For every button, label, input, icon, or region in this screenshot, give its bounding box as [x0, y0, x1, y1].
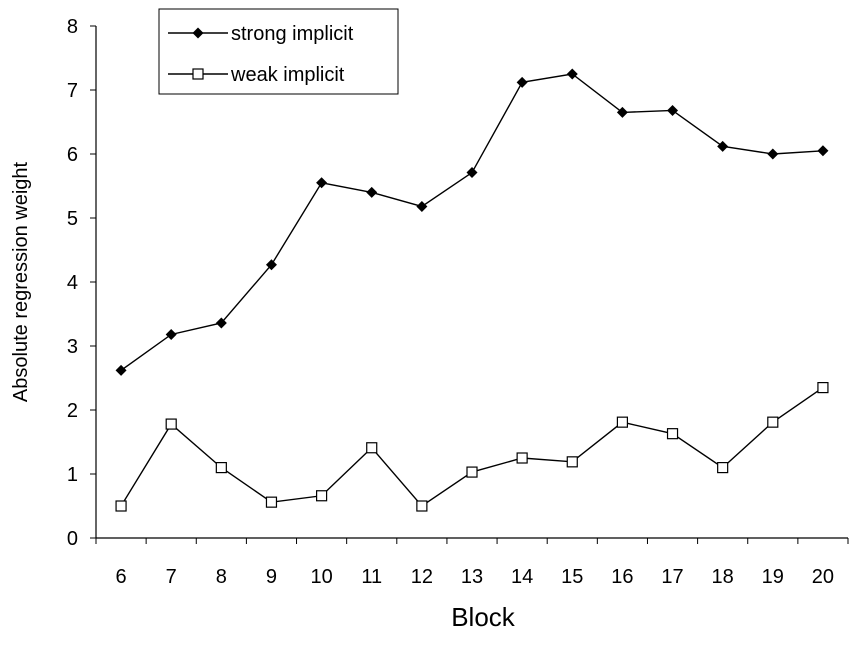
data-point	[265, 259, 277, 271]
x-tick-label: 17	[661, 566, 683, 588]
series-line-strong-implicit	[120, 73, 823, 371]
data-point	[767, 416, 779, 428]
legend-marker-weak-implicit	[192, 68, 204, 80]
x-tick-label: 16	[611, 566, 633, 588]
x-tick-label: 10	[310, 566, 332, 588]
data-point	[165, 328, 177, 340]
data-point	[566, 456, 578, 468]
data-point	[616, 106, 628, 118]
data-point	[817, 145, 829, 157]
data-point	[566, 68, 578, 80]
y-tick-label: 5	[67, 208, 78, 230]
data-point	[366, 186, 378, 198]
x-tick-label: 13	[461, 566, 483, 588]
y-tick-label: 7	[67, 80, 78, 102]
data-point	[717, 462, 729, 474]
x-tick-label: 6	[116, 566, 127, 588]
x-axis: 6 7 8 9 10 11 12 13 14 15 16 17 18 19 20	[95, 537, 849, 588]
legend-box	[158, 8, 399, 95]
y-tick-label: 8	[67, 16, 78, 38]
x-tick-label: 14	[511, 566, 533, 588]
data-point	[616, 416, 629, 428]
data-point	[466, 466, 478, 478]
data-point	[316, 490, 328, 502]
y-axis-title: Absolute regression weight	[10, 161, 32, 402]
data-point	[165, 418, 177, 430]
data-point	[265, 496, 278, 508]
y-tick-label: 4	[67, 272, 78, 294]
x-tick-label: 20	[812, 566, 834, 588]
x-tick-label: 15	[561, 566, 583, 588]
y-axis: 0 1 2 3 4 5 6 7 8	[67, 16, 97, 550]
x-tick-label: 11	[361, 566, 382, 588]
series-line-weak-implicit	[120, 387, 824, 507]
data-point	[366, 442, 378, 454]
series-layer	[115, 68, 829, 512]
y-tick-label: 2	[67, 400, 78, 422]
y-tick-label: 6	[67, 144, 78, 166]
data-point	[466, 167, 478, 179]
data-point	[215, 317, 227, 329]
y-tick-label: 3	[67, 336, 78, 358]
data-point	[115, 364, 127, 376]
legend-marker-strong-implicit	[192, 27, 204, 39]
data-point	[516, 76, 528, 88]
data-point	[416, 200, 428, 212]
data-point	[767, 148, 779, 160]
data-point	[516, 452, 528, 464]
data-point	[817, 382, 829, 394]
data-point	[717, 140, 729, 152]
x-tick-label: 19	[762, 566, 784, 588]
data-point	[666, 428, 679, 440]
legend-label-strong-implicit: strong implicit	[231, 23, 354, 45]
data-point	[667, 104, 679, 116]
x-axis-title: Block	[451, 602, 516, 632]
data-point	[416, 500, 428, 512]
data-point	[215, 462, 227, 474]
y-tick-label: 1	[67, 464, 78, 486]
x-tick-label: 18	[712, 566, 734, 588]
series-strong-implicit	[115, 68, 829, 376]
y-tick-label: 0	[67, 528, 78, 550]
legend-label-weak-implicit: weak implicit	[230, 64, 345, 86]
x-tick-label: 8	[216, 566, 227, 588]
data-point	[316, 177, 328, 189]
x-tick-label: 7	[166, 566, 177, 588]
series-weak-implicit	[115, 382, 829, 512]
x-tick-label: 12	[411, 566, 433, 588]
legend: strong implicit weak implicit	[158, 8, 399, 95]
data-point	[115, 500, 127, 512]
x-tick-label: 9	[266, 566, 277, 588]
